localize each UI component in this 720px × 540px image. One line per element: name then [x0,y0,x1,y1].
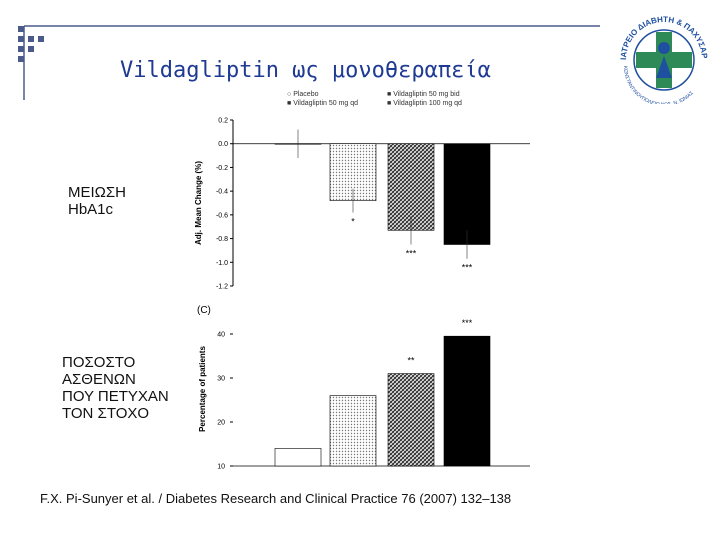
y-tick-label: -0.8 [216,236,228,243]
decor-square [18,56,24,62]
significance-label: *** [462,318,473,328]
significance-label: *** [462,263,473,273]
label-line: ΤΟΝ ΣΤΟΧΟ [62,405,150,422]
label-line: ΠΟΣΟΣΤΟ [62,354,136,371]
decor-square [18,46,24,52]
label-line: HbA1c [68,201,114,218]
legend-item: ■ Vildagliptin 50 mg bid [387,91,460,98]
legend-label: Placebo [293,91,319,98]
y-tick-label: -1.0 [216,260,228,267]
decor-square [28,36,34,42]
bar [443,143,491,245]
circle-icon: ○ [287,91,292,98]
square-icon: ■ [287,100,292,107]
y-axis-label: Adj. Mean Change (%) [194,161,203,245]
legend-item: ■ Vildagliptin 50 mg qd [287,100,358,107]
label-line: ΠΟΥ ΠΕΤΥΧΑΝ [62,388,169,405]
legend-label: Vildagliptin 100 mg qd [393,100,462,107]
slide-title: Vildagliptin ως μονοθεραπεία [120,58,491,83]
bar-charts: 0.2 0.0 -0.2 -0.4 -0.6 -0.8 -1.0 -1.2 Adj. Mean … [194,118,530,471]
y-axis-label: Percentage of patients [198,346,207,432]
square-icon: ■ [387,91,392,98]
y-tick-label: -0.6 [216,212,228,219]
clinic-logo: ΙΑΤΡΕΙΟ ΔΙΑΒΗΤΗ & ΠΑΧΥΣΑΡΚΙΑΣ ΚΩΝΣΤΑΝΤΙΝ… [612,8,709,104]
decor-square [18,26,24,32]
y-tick-label: 40 [217,332,225,339]
label-hba1c-reduction: ΜΕΙΩΣΗ HbA1c [68,184,126,218]
corner-squares-left [18,26,44,62]
y-tick-label: 0.0 [218,141,228,148]
decor-square [18,36,24,42]
slide-decoration [18,25,600,100]
logo-ring [633,29,695,91]
panel-label: (C) [197,305,211,316]
y-tick-label: -0.2 [216,165,228,172]
bar [443,335,491,467]
citation: F.X. Pi-Sunyer et al. / Diabetes Researc… [40,491,512,506]
logo-figure-body [656,56,672,78]
legend-item: ○ Placebo [287,91,318,98]
y-tick-label: 30 [217,376,225,383]
hba1c-chart: 0.2 0.0 -0.2 -0.4 -0.6 -0.8 -1.0 -1.2 Adj. Mean … [194,118,530,291]
y-tick-label: -0.4 [216,189,228,196]
y-tick-label: 20 [217,420,225,427]
logo-figure-head [658,42,670,54]
label-patients-at-target: ΠΟΣΟΣΤΟ ΑΣΘΕΝΩΝ ΠΟΥ ΠΕΤΥΧΑΝ ΤΟΝ ΣΤΟΧΟ [62,354,169,422]
bar [387,143,435,231]
y-tick-label: 10 [217,464,225,471]
bar [274,448,322,467]
significance-label: *** [406,249,417,259]
legend-label: Vildagliptin 50 mg bid [393,91,460,98]
bar [329,395,377,467]
y-tick-label: 0.2 [218,118,228,125]
decor-square [28,46,34,52]
significance-label: ** [407,356,415,366]
legend-label: Vildagliptin 50 mg qd [293,100,359,107]
y-tick-label: -1.2 [216,284,228,291]
legend-item: ■ Vildagliptin 100 mg qd [387,100,462,107]
decor-square [38,36,44,42]
significance-label: * [351,216,355,226]
label-line: ΜΕΙΩΣΗ [68,184,126,201]
label-line: ΑΣΘΕΝΩΝ [62,371,136,388]
square-icon: ■ [387,100,392,107]
bar [387,373,435,467]
